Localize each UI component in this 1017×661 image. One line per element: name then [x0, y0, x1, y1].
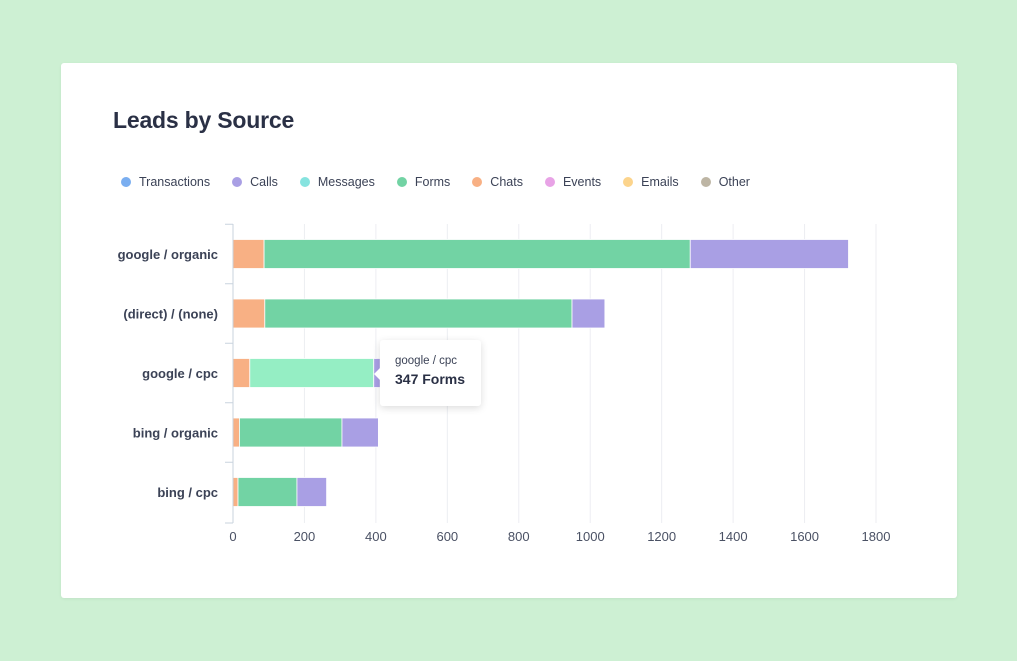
- bar-google-organic-calls[interactable]: [689, 239, 849, 269]
- x-tick-label-1400: 1400: [719, 529, 748, 544]
- chart-title: Leads by Source: [113, 107, 295, 133]
- category-label-google-organic: google / organic: [118, 247, 218, 262]
- legend-item-calls[interactable]: Calls: [232, 175, 278, 189]
- bar-bing-cpc-calls[interactable]: [296, 477, 327, 507]
- category-label-google-cpc: google / cpc: [142, 366, 218, 381]
- x-tick-label-800: 800: [508, 529, 530, 544]
- bar-google-organic-forms[interactable]: [263, 239, 691, 269]
- x-tick-label-1000: 1000: [576, 529, 605, 544]
- stacked-bar-chart: google / organic (direct) / (none) google …: [118, 223, 891, 544]
- category-label-direct-none: (direct) / (none): [123, 307, 218, 322]
- legend-label-forms: Forms: [414, 175, 451, 189]
- tooltip-value: 347 Forms: [395, 371, 466, 387]
- legend-label-other: Other: [718, 175, 750, 189]
- legend-item-chats[interactable]: Chats: [472, 175, 523, 189]
- legend-dot-chats: [472, 177, 483, 187]
- x-tick-label-1600: 1600: [790, 529, 819, 544]
- bar-bing-organic-calls[interactable]: [341, 417, 379, 448]
- legend-item-messages[interactable]: Messages: [299, 175, 375, 189]
- x-tick-label-600: 600: [436, 529, 458, 544]
- bar-direct-none-forms[interactable]: [264, 298, 573, 329]
- x-tick-label-200: 200: [294, 529, 316, 544]
- bar-bing-organic-forms[interactable]: [239, 417, 343, 448]
- bar-tooltip: google / cpc 347 Forms: [374, 340, 481, 406]
- category-label-bing-organic: bing / organic: [133, 426, 218, 441]
- chart-legend: Transactions Calls Messages Forms Chats …: [121, 175, 772, 189]
- x-tick-label-1200: 1200: [647, 529, 676, 544]
- bar-google-cpc-forms[interactable]: [249, 358, 375, 388]
- legend-label-emails: Emails: [641, 175, 679, 189]
- legend-item-forms[interactable]: Forms: [396, 175, 451, 189]
- bar-bing-cpc-chats[interactable]: [232, 477, 239, 507]
- legend-item-other[interactable]: Other: [700, 175, 750, 189]
- legend-dot-other: [700, 177, 711, 187]
- legend-label-transactions: Transactions: [139, 175, 211, 189]
- legend-item-transactions[interactable]: Transactions: [121, 175, 210, 189]
- legend-item-emails[interactable]: Emails: [623, 175, 679, 189]
- legend-label-calls: Calls: [250, 175, 278, 189]
- chart-card: Leads by Source Transactions Calls Messa…: [61, 63, 957, 598]
- legend-dot-emails: [623, 177, 634, 187]
- x-tick-label-1800: 1800: [862, 529, 891, 544]
- legend-dot-events: [544, 177, 555, 187]
- legend-label-events: Events: [562, 175, 602, 189]
- tooltip-source: google / cpc: [395, 355, 458, 367]
- legend-dot-transactions: [121, 177, 131, 187]
- x-tick-label-400: 400: [365, 529, 387, 544]
- legend-item-events[interactable]: Events: [544, 175, 602, 189]
- legend-dot-forms: [396, 177, 407, 187]
- bar-google-cpc-chats[interactable]: [232, 358, 251, 388]
- bar-google-organic-chats[interactable]: [232, 239, 265, 269]
- legend-dot-messages: [299, 177, 310, 187]
- legend-dot-calls: [232, 177, 243, 187]
- bar-direct-none-chats[interactable]: [232, 298, 266, 329]
- category-label-bing-cpc: bing / cpc: [157, 485, 218, 500]
- bar-bing-cpc-forms[interactable]: [237, 477, 298, 507]
- x-tick-label-0: 0: [229, 529, 236, 544]
- legend-label-chats: Chats: [490, 175, 523, 189]
- bar-direct-none-calls[interactable]: [571, 298, 606, 329]
- legend-label-messages: Messages: [317, 175, 375, 189]
- bar-bing-organic-chats[interactable]: [232, 417, 240, 448]
